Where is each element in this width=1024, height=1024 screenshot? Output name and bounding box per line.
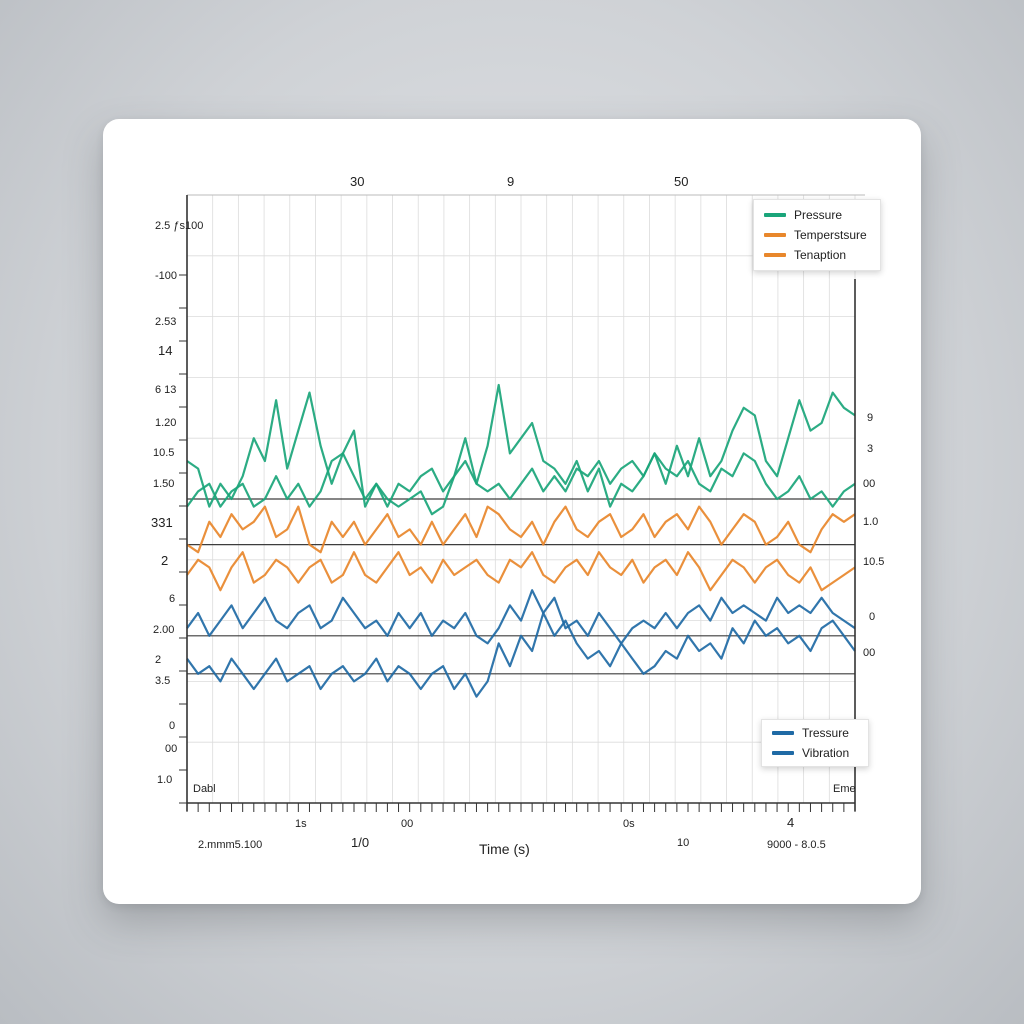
- corner-label-left: Dabl: [193, 783, 216, 795]
- legend-swatch: [764, 253, 786, 257]
- chart-card: Pressure Temperstsure Tenaption Tressure…: [103, 119, 921, 904]
- top-tick-label: 30: [350, 174, 365, 189]
- series-line: [186, 505, 856, 554]
- left-axis-label: 2.53: [155, 316, 177, 328]
- bottom-tick-label: 4: [787, 815, 795, 830]
- bottom-tick-label: 10: [677, 837, 690, 849]
- right-axis-label: 9: [867, 412, 874, 424]
- right-axis-label: 3: [867, 443, 874, 455]
- left-axis-label: 331: [151, 515, 173, 530]
- left-axis-label: 6 13: [155, 384, 177, 396]
- right-axis-label: 1.0: [863, 516, 879, 528]
- left-axis-label: 00: [165, 743, 178, 755]
- legend-item: Vibration: [762, 743, 868, 763]
- legend-swatch: [764, 213, 786, 217]
- left-axis-label: 2.00: [153, 624, 175, 636]
- bottom-tick-label: 00: [401, 818, 414, 830]
- legend-swatch: [764, 233, 786, 237]
- left-axis-label: 0: [169, 720, 176, 732]
- left-axis-label: 2: [161, 553, 169, 568]
- bottom-tick-label: 0s: [623, 818, 635, 830]
- bottom-tick-label: 1s: [295, 818, 307, 830]
- x-axis-title: Time (s): [479, 841, 530, 857]
- left-axis-label: 1.20: [155, 417, 177, 429]
- bottom-left-text: 2.mmm5.100: [198, 839, 263, 851]
- left-axis-label: 2.5 ƒs100: [155, 220, 204, 232]
- series-line: [186, 551, 856, 592]
- series-line: [186, 611, 856, 698]
- legend-bottom: Tressure Vibration: [761, 719, 869, 767]
- series-line: [186, 452, 856, 508]
- left-axis-label: -100: [155, 270, 178, 282]
- series-line: [186, 589, 856, 645]
- right-axis-label: 10.5: [863, 556, 885, 568]
- right-axis-label: 00: [863, 478, 876, 490]
- legend-top: Pressure Temperstsure Tenaption: [753, 199, 881, 271]
- right-axis-label: 0: [869, 611, 876, 623]
- bottom-tick-label: 1/0: [351, 835, 370, 850]
- line-chart: [179, 194, 865, 812]
- left-axis-label: 3.5: [155, 675, 171, 687]
- legend-label: Pressure: [794, 208, 843, 222]
- left-axis-label: 10.5: [153, 447, 175, 459]
- top-tick-label: 9: [507, 174, 515, 189]
- left-axis-label: 1.50: [153, 478, 175, 490]
- legend-label: Tenaption: [794, 248, 847, 262]
- legend-swatch: [772, 751, 794, 755]
- left-axis-label: 14: [158, 343, 173, 358]
- bottom-right-text: 9000 - 8.0.5: [767, 839, 826, 851]
- legend-item: Pressure: [754, 205, 880, 225]
- series-line: [186, 383, 856, 516]
- top-tick-label: 50: [674, 174, 689, 189]
- left-axis-label: 1.0: [157, 774, 173, 786]
- legend-label: Tressure: [802, 726, 849, 740]
- legend-item: Tressure: [762, 723, 868, 743]
- right-axis-label: 00: [863, 647, 876, 659]
- left-axis-label: 2: [155, 654, 162, 666]
- legend-label: Temperstsure: [794, 228, 867, 242]
- legend-item: Tenaption: [754, 245, 880, 265]
- legend-swatch: [772, 731, 794, 735]
- legend-label: Vibration: [802, 746, 850, 760]
- corner-label-right: Eme: [833, 783, 856, 795]
- left-axis-label: 6: [169, 593, 176, 605]
- legend-item: Temperstsure: [754, 225, 880, 245]
